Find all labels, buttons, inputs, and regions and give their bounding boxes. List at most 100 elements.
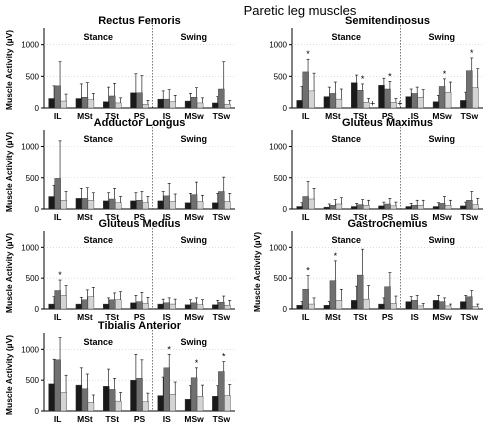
bar-series-3 bbox=[390, 102, 397, 109]
significance-marker: + bbox=[370, 98, 375, 108]
phase-label-stance: Stance bbox=[332, 32, 362, 42]
bar-series-1 bbox=[48, 98, 55, 109]
x-tick-label: IL bbox=[302, 312, 310, 322]
bar-series-3 bbox=[335, 203, 343, 210]
significance-marker: * bbox=[195, 358, 199, 368]
bar-series-2 bbox=[136, 301, 143, 310]
bar-series-3 bbox=[363, 298, 370, 310]
bar-series-2 bbox=[438, 203, 446, 210]
x-tick-label: PS bbox=[382, 111, 394, 121]
bar-series-1 bbox=[405, 301, 412, 310]
bar-series-2 bbox=[302, 289, 309, 310]
bar-series-2 bbox=[218, 371, 225, 412]
bar-series-2 bbox=[54, 359, 61, 412]
significance-marker: * bbox=[306, 266, 310, 276]
x-tick-label: TSt bbox=[353, 212, 367, 222]
bar-series-3 bbox=[115, 400, 122, 412]
bar-series-3 bbox=[196, 304, 204, 310]
x-tick-label: MSt bbox=[77, 111, 93, 121]
phase-label-swing: Swing bbox=[429, 235, 456, 245]
phase-label-stance: Stance bbox=[332, 134, 362, 144]
significance-marker: * bbox=[470, 48, 474, 58]
significance-marker: * bbox=[361, 74, 365, 84]
x-tick-label: TSw bbox=[461, 212, 479, 222]
bar-series-2 bbox=[136, 378, 143, 412]
x-tick-label: MSw bbox=[432, 212, 452, 222]
bar-series-3 bbox=[417, 97, 424, 109]
significance-marker: * bbox=[443, 69, 447, 79]
x-tick-label: TSt bbox=[105, 312, 119, 322]
x-tick-label: IS bbox=[411, 111, 419, 121]
panel-semitendinosus: Semitendinosus 0 500 1000 Stance Swing IL MSt TS… bbox=[269, 15, 483, 121]
x-tick-label: MSw bbox=[432, 312, 452, 322]
bar-series-1 bbox=[460, 100, 467, 109]
panel-gastrocnemius: Gastrocnemius Muscle Activity (µV) 0 500 100… bbox=[252, 218, 483, 322]
y-tick-label: 500 bbox=[274, 174, 288, 183]
bar-series-1 bbox=[460, 301, 467, 310]
bar-series-1 bbox=[48, 383, 55, 412]
y-tick-label: 1000 bbox=[21, 243, 39, 252]
bar-series-3 bbox=[472, 87, 479, 109]
x-tick-label: TSt bbox=[105, 212, 119, 222]
bar-series-3 bbox=[142, 401, 149, 412]
y-tick-label: 1000 bbox=[269, 143, 287, 152]
bar-series-1 bbox=[378, 303, 385, 310]
bar-series-3 bbox=[472, 306, 479, 310]
bar-series-2 bbox=[384, 88, 391, 109]
x-tick-label: TSt bbox=[353, 111, 367, 121]
bar-series-1 bbox=[157, 98, 164, 109]
x-tick-label: IL bbox=[302, 212, 310, 222]
y-tick-label: 1000 bbox=[269, 41, 287, 50]
bar-series-3 bbox=[87, 200, 95, 210]
bar-series-3 bbox=[169, 303, 176, 310]
bar-series-2 bbox=[411, 93, 418, 109]
bar-series-1 bbox=[212, 396, 219, 412]
bar-series-3 bbox=[87, 99, 95, 109]
bar-series-3 bbox=[169, 101, 176, 109]
x-tick-label: PS bbox=[134, 414, 146, 424]
x-tick-label: MSt bbox=[325, 312, 341, 322]
bar-series-1 bbox=[378, 205, 385, 210]
x-tick-label: IL bbox=[54, 414, 62, 424]
bar-series-3 bbox=[224, 395, 231, 412]
bar-series-1 bbox=[130, 92, 137, 109]
y-axis-label: Muscle Activity (µV) bbox=[4, 30, 14, 110]
x-tick-label: MSt bbox=[77, 312, 93, 322]
bar-series-2 bbox=[109, 389, 116, 412]
bar-series-1 bbox=[130, 200, 137, 210]
bar-series-3 bbox=[60, 200, 67, 210]
x-tick-label: MSt bbox=[325, 212, 341, 222]
bar-series-1 bbox=[378, 84, 385, 109]
bar-series-1 bbox=[296, 305, 303, 310]
bar-series-2 bbox=[384, 286, 391, 310]
x-tick-label: TSw bbox=[213, 212, 231, 222]
bar-series-2 bbox=[218, 191, 225, 210]
bar-series-3 bbox=[417, 305, 424, 310]
x-tick-label: PS bbox=[382, 212, 394, 222]
bar-series-1 bbox=[212, 304, 219, 310]
bar-series-2 bbox=[438, 301, 446, 310]
phase-label-swing: Swing bbox=[181, 337, 208, 347]
y-tick-label: 500 bbox=[26, 174, 40, 183]
bar-series-1 bbox=[351, 300, 358, 310]
bar-series-2 bbox=[384, 203, 391, 210]
x-tick-label: MSw bbox=[184, 312, 204, 322]
bar-series-3 bbox=[142, 303, 149, 310]
panel-tibialis-anterior: Tibialis Anterior Muscle Activity (µV) 0 50… bbox=[4, 320, 235, 424]
bar-series-2 bbox=[411, 300, 418, 310]
bar-series-1 bbox=[296, 206, 303, 210]
bar-series-3 bbox=[196, 201, 204, 210]
y-tick-label: 0 bbox=[35, 205, 40, 214]
y-tick-label: 1000 bbox=[21, 345, 39, 354]
phase-label-stance: Stance bbox=[84, 235, 114, 245]
phase-label-swing: Swing bbox=[181, 235, 208, 245]
bar-series-2 bbox=[54, 178, 61, 210]
panel-gluteus-medius: Gluteus Medius Muscle Activity (µV) 0 500 10… bbox=[4, 218, 235, 322]
bar-series-3 bbox=[472, 204, 479, 210]
bar-series-3 bbox=[444, 305, 452, 310]
bar-series-2 bbox=[81, 198, 89, 210]
y-tick-label: 500 bbox=[274, 274, 288, 283]
phase-label-swing: Swing bbox=[429, 32, 456, 42]
bar-series-2 bbox=[466, 296, 473, 310]
